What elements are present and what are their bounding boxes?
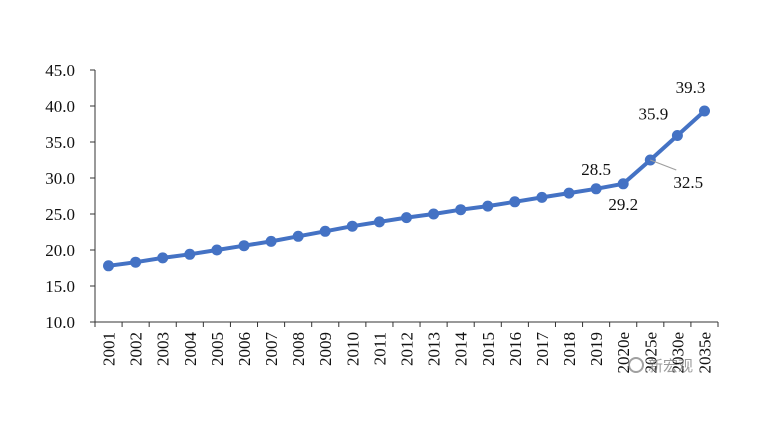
data-point <box>482 200 494 212</box>
x-tick-label: 2002 <box>127 332 146 366</box>
data-point <box>130 256 142 268</box>
x-tick-label: 2010 <box>343 332 362 366</box>
x-tick-label: 2014 <box>452 332 471 367</box>
x-tick-label: 2030e <box>668 332 687 374</box>
data-point <box>401 212 412 224</box>
x-tick-label: 2004 <box>181 332 200 367</box>
y-tick-label: 20.0 <box>45 241 75 260</box>
data-point <box>536 191 548 203</box>
data-point <box>509 196 521 208</box>
series-line <box>106 109 707 268</box>
data-point <box>103 260 114 272</box>
data-labels: 28.5 29.2 32.5 35.9 39.3 <box>581 78 705 214</box>
x-tick-label: 2003 <box>154 332 173 366</box>
data-label: 29.2 <box>608 195 638 214</box>
x-tick-label: 2005 <box>208 332 227 366</box>
data-point <box>157 252 169 264</box>
data-point <box>671 130 683 141</box>
y-tick-labels: 10.0 15.0 20.0 25.0 30.0 35.0 40.0 45.0 <box>45 61 75 332</box>
x-tick-labels: 2001 2002 2003 2004 2005 2006 2007 2008 2009 2010… <box>100 332 715 374</box>
x-tick-label: 2025e <box>641 332 660 374</box>
data-point <box>563 187 575 199</box>
data-point <box>373 216 385 228</box>
data-point <box>265 235 277 247</box>
series-layer <box>103 105 710 272</box>
y-tick-label: 25.0 <box>45 205 75 224</box>
x-tick-label: 2016 <box>506 332 525 366</box>
y-tick-label: 35.0 <box>45 133 75 152</box>
x-tick-label: 2006 <box>235 332 254 366</box>
data-point <box>590 183 602 195</box>
x-tick-label: 2035e <box>695 332 714 374</box>
x-tick-label: 2001 <box>100 332 119 366</box>
data-point <box>292 230 304 242</box>
data-point <box>455 204 467 216</box>
data-label: 39.3 <box>676 78 706 97</box>
leader-line <box>650 159 677 171</box>
x-tick-label: 2017 <box>533 332 552 367</box>
x-tick-label: 2019 <box>587 332 606 366</box>
y-tick-label: 30.0 <box>45 169 75 188</box>
data-point <box>617 178 629 190</box>
data-point <box>211 244 223 256</box>
x-tick-label: 2011 <box>370 332 389 365</box>
y-tick-label: 15.0 <box>45 277 75 296</box>
data-point <box>238 240 250 252</box>
data-point <box>346 220 358 232</box>
data-point <box>319 225 331 237</box>
data-label: 32.5 <box>673 173 703 192</box>
x-tick-label: 2018 <box>560 332 579 366</box>
data-point <box>699 105 710 117</box>
data-point <box>428 208 440 220</box>
data-point <box>184 248 196 260</box>
watermark-text: 新宏观 <box>648 356 694 375</box>
wechat-logo-icon <box>628 357 644 373</box>
x-tick-label: 2013 <box>425 332 444 366</box>
x-tick-label: 2007 <box>262 332 281 367</box>
x-tick-label: 2008 <box>289 332 308 366</box>
x-tick-label: 2012 <box>398 332 417 366</box>
y-tick-label: 10.0 <box>45 313 75 332</box>
y-tick-label: 40.0 <box>45 97 75 116</box>
x-tick-label: 2009 <box>316 332 335 366</box>
x-tick-label: 2015 <box>479 332 498 366</box>
data-label: 35.9 <box>638 105 668 124</box>
chart-axes <box>90 69 719 327</box>
watermark: 新宏观 <box>628 352 748 378</box>
y-tick-label: 45.0 <box>45 61 75 80</box>
data-label: 28.5 <box>581 160 611 179</box>
